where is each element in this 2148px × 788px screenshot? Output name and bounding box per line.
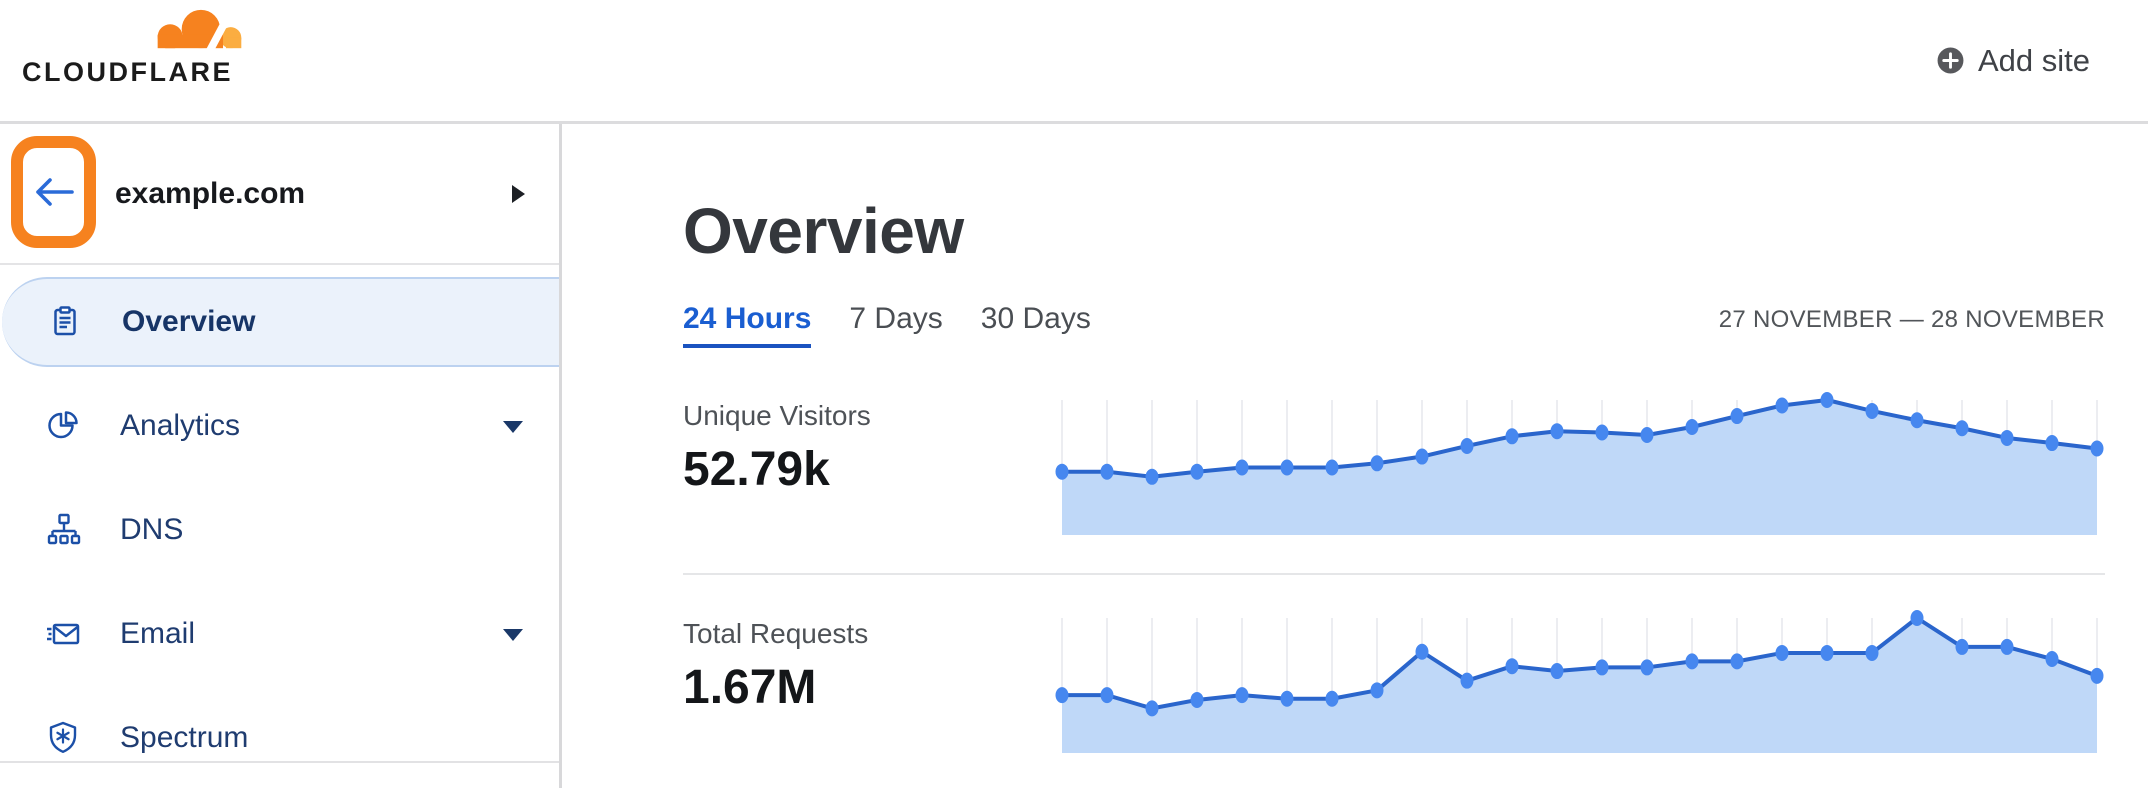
sidebar-item-label: Email: [120, 617, 196, 650]
metric-label: Unique Visitors: [683, 400, 871, 431]
sidebar-bottom-divider: [0, 761, 559, 763]
sidebar-item-overview[interactable]: Overview: [2, 277, 559, 367]
clipboard-icon: [47, 304, 83, 340]
add-site-label: Add site: [1977, 42, 2090, 78]
chevron-down-icon[interactable]: [503, 421, 523, 433]
sidebar: example.com Overview Analytics: [0, 124, 562, 788]
cloudflare-logo[interactable]: CLOUDFLARE: [22, 6, 262, 88]
annotation-highlight: [11, 136, 96, 248]
cloudflare-cloud-icon: [140, 6, 262, 56]
chevron-down-icon[interactable]: [503, 629, 523, 641]
metrics-section: Unique Visitors 52.79k Total Requests 1.…: [683, 392, 2105, 753]
metric-unique-visitors: Unique Visitors 52.79k: [683, 392, 2105, 535]
unique-visitors-chart[interactable]: [1054, 392, 2105, 535]
date-range: 27 NOVEMBER — 28 NOVEMBER: [1718, 306, 2105, 333]
sidebar-item-spectrum[interactable]: Spectrum: [0, 693, 559, 783]
sidebar-item-label: Overview: [122, 305, 256, 338]
topbar: CLOUDFLARE Add site: [0, 0, 2148, 124]
sidebar-item-analytics[interactable]: Analytics: [0, 381, 559, 471]
section-divider: [683, 573, 2105, 575]
total-requests-chart[interactable]: [1054, 610, 2105, 753]
spectrum-shield-icon: [45, 720, 81, 756]
back-arrow-icon: [35, 178, 74, 206]
metric-info: Unique Visitors 52.79k: [683, 394, 1054, 535]
email-icon: [45, 616, 81, 652]
metric-label: Total Requests: [683, 618, 869, 649]
metric-info: Total Requests 1.67M: [683, 612, 1054, 753]
metric-total-requests: Total Requests 1.67M: [683, 610, 2105, 753]
tab-24-hours[interactable]: 24 Hours: [683, 302, 812, 348]
metric-value: 1.67M: [683, 661, 817, 714]
dns-tree-icon: [45, 512, 81, 548]
cloudflare-wordmark: CLOUDFLARE: [22, 57, 233, 87]
tab-7-days[interactable]: 7 Days: [849, 302, 943, 335]
plus-icon: [1936, 46, 1965, 75]
sidebar-item-label: DNS: [120, 513, 184, 546]
sidebar-item-dns[interactable]: DNS: [0, 485, 559, 575]
sidebar-item-email[interactable]: Email: [0, 589, 559, 679]
main-content: Overview 24 Hours 7 Days 30 Days 27 NOVE…: [565, 124, 2148, 788]
expand-site-menu-icon[interactable]: [512, 184, 525, 203]
metric-value: 52.79k: [683, 443, 830, 496]
site-name: example.com: [115, 176, 306, 210]
pie-chart-icon: [45, 408, 81, 444]
sidebar-item-label: Analytics: [120, 409, 241, 442]
tab-30-days[interactable]: 30 Days: [980, 302, 1091, 335]
sidebar-menu: Overview Analytics: [0, 265, 559, 783]
back-button[interactable]: [31, 173, 77, 211]
page-title: Overview: [683, 195, 964, 267]
sidebar-item-label: Spectrum: [120, 721, 249, 754]
time-range-tabs: 24 Hours 7 Days 30 Days 27 NOVEMBER — 28…: [683, 302, 2105, 348]
site-switcher[interactable]: example.com: [0, 124, 559, 265]
add-site-button[interactable]: Add site: [1936, 0, 2090, 121]
